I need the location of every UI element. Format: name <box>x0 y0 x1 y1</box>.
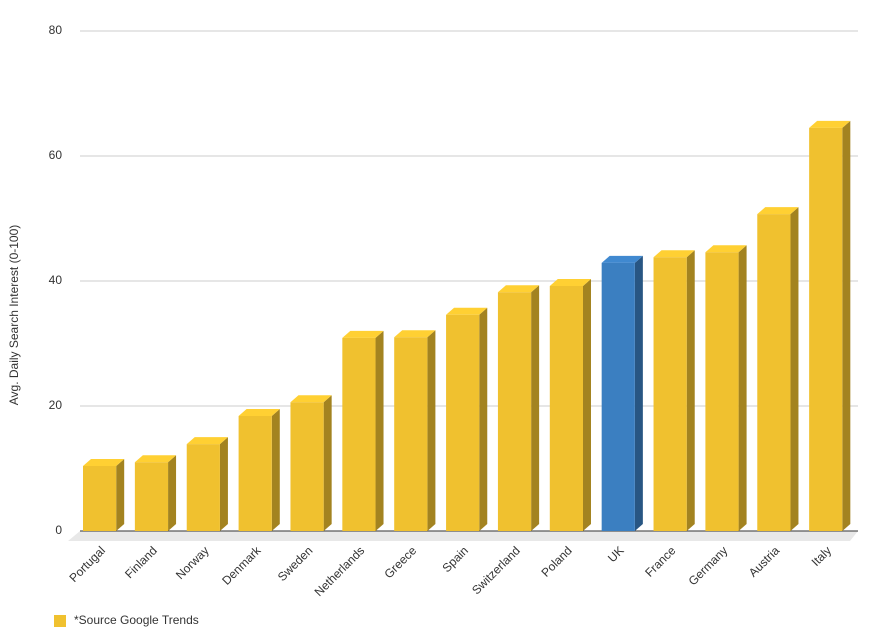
bar <box>757 214 791 531</box>
bar-top <box>705 245 747 253</box>
bar-side <box>634 255 643 531</box>
bar <box>653 257 687 531</box>
bar-side <box>116 459 125 531</box>
bar <box>497 292 532 531</box>
bar-side <box>582 279 591 531</box>
x-tick-label: Finland <box>122 543 160 581</box>
bar-top <box>497 285 540 293</box>
x-tick-label: Greece <box>381 543 419 581</box>
bar-top <box>446 307 488 315</box>
floor <box>68 531 858 541</box>
y-tick-label: 40 <box>49 273 63 287</box>
bar-side <box>479 307 488 531</box>
x-tick-label: Switzerland <box>469 543 523 597</box>
bar-side <box>427 330 436 531</box>
x-tick-label: Portugal <box>66 543 108 585</box>
x-tick-label: Denmark <box>219 543 264 588</box>
bar <box>549 286 583 531</box>
y-tick-label: 0 <box>55 523 62 537</box>
bar-side <box>168 455 177 531</box>
bar-side <box>219 437 228 531</box>
bar-side <box>323 395 332 531</box>
y-tick-label: 60 <box>49 148 63 162</box>
bar <box>394 337 428 531</box>
bar-side <box>686 250 695 531</box>
bar-top <box>394 330 436 338</box>
bar <box>83 466 117 531</box>
x-tick-label: Norway <box>173 543 212 582</box>
bar-top <box>757 207 799 215</box>
bar <box>186 444 220 531</box>
bar <box>290 402 324 531</box>
bar-top <box>601 255 643 263</box>
bar-side <box>271 409 280 531</box>
y-axis-label: Avg. Daily Search Interest (0-100) <box>7 225 21 406</box>
y-tick-label: 80 <box>49 23 63 37</box>
bar-side <box>790 207 799 531</box>
bar-top <box>549 279 591 286</box>
x-tick-label: Austria <box>746 543 783 580</box>
bar-top <box>134 455 177 463</box>
bar-top <box>290 395 332 403</box>
bar-top <box>83 459 125 466</box>
bar <box>446 314 480 531</box>
x-tick-label: France <box>642 543 679 580</box>
bar-top <box>342 330 384 338</box>
x-tick-label: Netherlands <box>312 543 368 599</box>
bar-side <box>842 120 851 531</box>
x-tick-label: Poland <box>538 543 574 579</box>
x-tick-label: Italy <box>809 543 834 568</box>
bar-side <box>375 330 384 531</box>
bar <box>238 416 272 531</box>
bar <box>342 337 376 531</box>
bar-side <box>738 245 747 531</box>
bar <box>601 262 635 531</box>
x-tick-label: UK <box>605 543 627 565</box>
legend-label: *Source Google Trends <box>74 613 199 627</box>
bar <box>809 127 843 531</box>
bar <box>705 252 739 531</box>
x-tick-label: Germany <box>686 543 731 588</box>
x-tick-label: Spain <box>439 543 471 575</box>
y-tick-label: 20 <box>49 398 63 412</box>
bar-side <box>531 285 540 531</box>
bar-top <box>809 120 851 128</box>
bar <box>134 462 169 531</box>
bar-top <box>653 250 695 258</box>
bar-top <box>186 437 228 445</box>
x-tick-label: Sweden <box>275 543 316 584</box>
bar-top <box>238 409 280 416</box>
legend-swatch <box>54 615 66 627</box>
